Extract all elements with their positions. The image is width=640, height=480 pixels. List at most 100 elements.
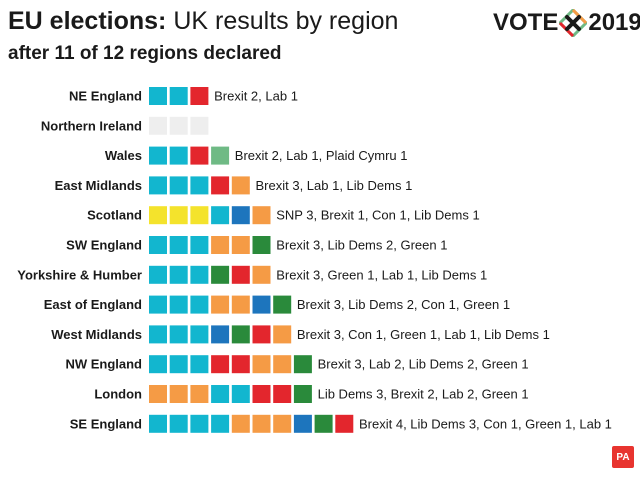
seat-brexit	[149, 146, 167, 165]
region-result-text: Brexit 4, Lib Dems 3, Con 1, Green 1, La…	[359, 416, 612, 431]
seat-undeclared	[190, 116, 209, 135]
seat-brexit	[149, 355, 167, 374]
seat-libdem	[252, 414, 271, 433]
ballot-cross-icon	[559, 9, 588, 37]
chart-title-bold: EU elections:	[8, 7, 167, 35]
region-result-text: Brexit 3, Lab 2, Lib Dems 2, Green 1	[318, 357, 529, 372]
seat-green	[273, 295, 292, 314]
seat-lab	[211, 355, 230, 374]
region-label: London	[94, 387, 142, 402]
seat-brexit	[149, 325, 167, 344]
seat-libdem	[231, 176, 250, 195]
vote-2019-logo: VOTE 2019	[493, 8, 640, 38]
seat-libdem	[252, 355, 271, 374]
region-label: NE England	[69, 89, 142, 104]
seat-brexit	[211, 385, 230, 403]
seat-undeclared	[169, 116, 188, 135]
seat-brexit	[169, 355, 188, 374]
region-result-text: Brexit 3, Green 1, Lab 1, Lib Dems 1	[276, 267, 487, 282]
seat-undeclared	[149, 116, 167, 135]
seat-brexit	[149, 295, 167, 314]
seat-brexit	[190, 355, 209, 374]
region-result-text: Brexit 3, Lib Dems 2, Green 1	[276, 238, 447, 253]
seat-lab	[252, 325, 271, 344]
seat-libdem	[211, 236, 230, 254]
region-label: SE England	[70, 416, 142, 431]
seat-libdem	[252, 265, 271, 284]
seat-con	[231, 206, 250, 225]
seat-green	[293, 385, 312, 403]
seat-plaid	[211, 146, 230, 165]
logo-vote-text: VOTE	[493, 9, 559, 36]
seat-libdem	[211, 295, 230, 314]
seat-snp	[190, 206, 209, 225]
seat-lab	[273, 385, 292, 403]
region-label: SW England	[66, 238, 142, 253]
seat-chart: NE England Brexit 2, Lab 1 Northern Irelan…	[17, 87, 612, 433]
seat-libdem	[231, 236, 250, 254]
seat-brexit	[190, 176, 209, 195]
seat-lab	[231, 355, 250, 374]
seat-brexit	[169, 87, 188, 105]
seat-con	[211, 325, 230, 344]
logo-year-text: 2019	[588, 9, 640, 36]
seat-lab	[190, 87, 209, 105]
seat-brexit	[149, 265, 167, 284]
seat-brexit	[190, 295, 209, 314]
seat-lab	[335, 414, 354, 433]
region-result-text: Brexit 2, Lab 1, Plaid Cymru 1	[235, 148, 408, 163]
region-result-text: Brexit 3, Lib Dems 2, Con 1, Green 1	[297, 297, 510, 312]
seat-lab	[252, 385, 271, 403]
region-label: Wales	[105, 148, 142, 163]
region-result-text: Lib Dems 3, Brexit 2, Lab 2, Green 1	[318, 387, 529, 402]
chart-title: EU elections: UK results by region	[8, 6, 398, 36]
seat-green	[314, 414, 333, 433]
seat-brexit	[190, 414, 209, 433]
region-label: East Midlands	[55, 178, 142, 193]
seat-brexit	[169, 146, 188, 165]
seat-brexit	[231, 385, 250, 403]
seat-brexit	[149, 236, 167, 254]
seat-libdem	[273, 325, 292, 344]
seat-green	[252, 236, 271, 254]
seat-brexit	[169, 414, 188, 433]
seat-libdem	[273, 355, 292, 374]
chart-subtitle: after 11 of 12 regions declared	[8, 43, 282, 64]
region-result-text: Brexit 3, Lab 1, Lib Dems 1	[256, 178, 413, 193]
seat-libdem	[149, 385, 167, 403]
region-label: East of England	[44, 297, 142, 312]
seat-libdem	[273, 414, 292, 433]
region-label: Yorkshire & Humber	[17, 267, 142, 282]
seat-green	[293, 355, 312, 374]
seat-lab	[190, 146, 209, 165]
seat-libdem	[231, 295, 250, 314]
seat-brexit	[169, 265, 188, 284]
seat-brexit	[190, 236, 209, 254]
seat-green	[211, 265, 230, 284]
pa-logo: PA	[612, 446, 634, 468]
seat-brexit	[169, 236, 188, 254]
seat-lab	[211, 176, 230, 195]
region-result-text: SNP 3, Brexit 1, Con 1, Lib Dems 1	[276, 208, 480, 223]
seat-brexit	[149, 414, 167, 433]
seat-snp	[169, 206, 188, 225]
seat-green	[231, 325, 250, 344]
region-result-text: Brexit 3, Con 1, Green 1, Lab 1, Lib Dem…	[297, 327, 550, 342]
seat-libdem	[190, 385, 209, 403]
region-label: Scotland	[87, 208, 142, 223]
seat-brexit	[190, 325, 209, 344]
seat-libdem	[252, 206, 271, 225]
seat-brexit	[169, 325, 188, 344]
seat-brexit	[169, 176, 188, 195]
seat-brexit	[169, 295, 188, 314]
region-label: NW England	[65, 357, 142, 372]
seat-brexit	[211, 414, 230, 433]
seat-brexit	[149, 87, 167, 105]
seat-brexit	[190, 265, 209, 284]
seat-brexit	[211, 206, 230, 225]
region-label: Northern Ireland	[41, 118, 142, 133]
seat-brexit	[149, 176, 167, 195]
region-label: West Midlands	[51, 327, 142, 342]
seat-con	[252, 295, 271, 314]
seat-con	[293, 414, 312, 433]
